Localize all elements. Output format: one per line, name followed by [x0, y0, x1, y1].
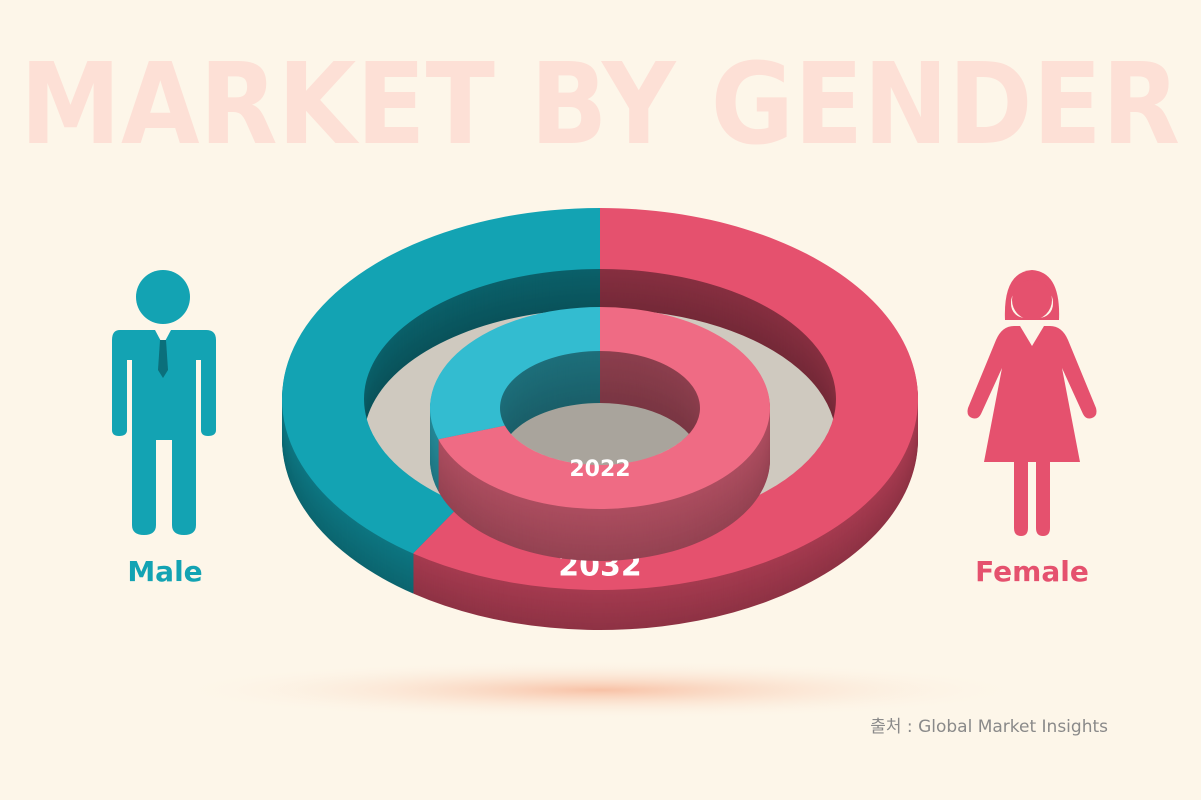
- hole-shadow: [500, 351, 700, 465]
- page-title: MARKET BY GENDER: [20, 40, 1180, 170]
- series-label: 2022: [569, 457, 630, 482]
- donut-ring: 2022: [430, 307, 770, 561]
- segment-top: [413, 208, 919, 590]
- segment-top: [430, 307, 600, 440]
- donut-segment: [438, 307, 770, 561]
- legend-label: Female: [975, 555, 1089, 588]
- female-icon: [967, 270, 1097, 536]
- male-icon: [112, 270, 216, 535]
- legend-label: Male: [127, 555, 202, 588]
- segment-top: [438, 307, 770, 509]
- donut-segment: [413, 208, 919, 630]
- shadow: [170, 660, 1030, 720]
- source: 출처 : Global Market Insights: [870, 717, 1108, 737]
- segment-top: [282, 208, 600, 554]
- donut-segment: [282, 208, 600, 594]
